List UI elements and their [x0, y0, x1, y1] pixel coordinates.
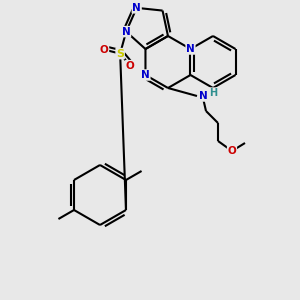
Text: N: N — [141, 70, 150, 80]
Text: O: O — [126, 61, 134, 70]
Text: N: N — [122, 27, 130, 37]
Text: H: H — [209, 88, 217, 98]
Text: O: O — [100, 45, 109, 55]
Text: S: S — [116, 49, 124, 58]
Text: O: O — [228, 146, 236, 156]
Text: N: N — [132, 3, 141, 13]
Text: N: N — [199, 91, 207, 101]
Text: N: N — [186, 44, 195, 54]
